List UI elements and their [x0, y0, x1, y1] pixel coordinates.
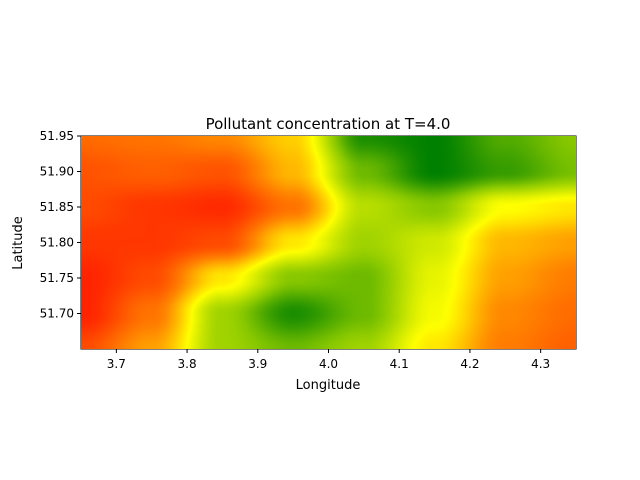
heatmap-plot-area: [81, 136, 576, 349]
x-tick-label: 4.3: [531, 357, 550, 371]
x-tick-label: 3.9: [248, 357, 267, 371]
x-axis-ticks: 3.7 3.8 3.9 4.0 4.1 4.2 4.3: [107, 349, 550, 371]
x-tick-label: 3.8: [178, 357, 197, 371]
y-tick-label: 51.70: [40, 307, 74, 321]
x-tick-label: 3.7: [107, 357, 126, 371]
y-axis-label: Latitude: [11, 216, 26, 270]
chart-title: Pollutant concentration at T=4.0: [206, 115, 451, 133]
x-tick-label: 4.2: [460, 357, 479, 371]
y-tick-label: 51.85: [40, 200, 74, 214]
y-tick-label: 51.80: [40, 236, 74, 250]
y-tick-label: 51.90: [40, 165, 74, 179]
heatmap-image: [81, 136, 576, 349]
x-tick-label: 4.1: [390, 357, 409, 371]
x-axis-label: Longitude: [296, 378, 361, 393]
y-tick-label: 51.95: [40, 129, 74, 143]
y-tick-label: 51.75: [40, 271, 74, 285]
y-axis-ticks: 51.70 51.75 51.80 51.85 51.90 51.95: [40, 129, 81, 321]
x-tick-label: 4.0: [319, 357, 338, 371]
